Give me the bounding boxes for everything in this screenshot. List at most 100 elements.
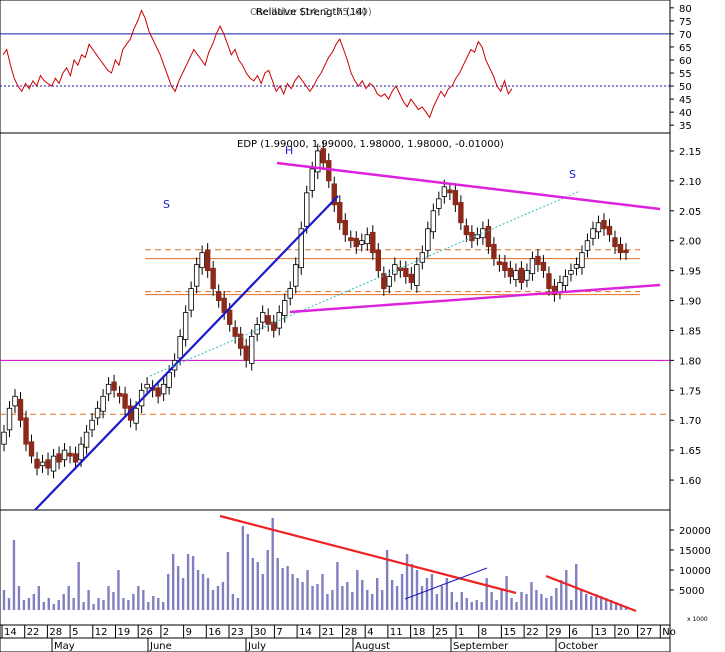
volume-bar xyxy=(47,598,50,610)
volume-bar xyxy=(306,570,309,610)
rsi-y-axis: 35 40 45 50 55 60 65 70 75 80 xyxy=(670,4,692,132)
candle-body xyxy=(221,297,227,313)
x-tick-label: 9 xyxy=(186,627,192,638)
volume-bar xyxy=(560,580,563,610)
volume-layer xyxy=(2,518,628,610)
volume-bar xyxy=(425,578,429,610)
price-tick-label: 2.05 xyxy=(679,207,701,218)
volume-label: x 1000 xyxy=(687,616,708,623)
candle-body xyxy=(61,449,68,461)
rsi-tick-label: 80 xyxy=(679,4,692,15)
candle-body xyxy=(111,381,117,391)
x-tick-label: No xyxy=(662,627,676,638)
x-axis-months: May June July August September October xyxy=(0,637,670,652)
candle-body xyxy=(232,327,238,337)
volume-bar xyxy=(221,582,225,610)
volume-bar xyxy=(236,598,240,610)
candle-body xyxy=(353,237,359,248)
candle-body xyxy=(535,255,541,266)
x-axis-days: 14 22 28 5 12 19 26 2 9 16 23 30 7 14 21 28 4 11 18 25 1 8 15 2… xyxy=(1,625,676,638)
volume-bar xyxy=(171,554,175,610)
candle-body xyxy=(100,395,106,412)
volume-bar xyxy=(241,526,245,610)
candle-body xyxy=(337,202,343,224)
volume-bar xyxy=(276,558,279,610)
volume-bar xyxy=(132,594,135,610)
volume-bar xyxy=(545,598,548,610)
volume-bar xyxy=(216,586,220,610)
candle-body xyxy=(67,452,73,457)
volume-bar xyxy=(450,592,454,610)
x-tick-label: 5 xyxy=(72,627,78,638)
volume-bar xyxy=(206,578,210,610)
rsi-tick-label: 65 xyxy=(679,43,692,54)
candle-body xyxy=(304,192,310,227)
volume-bar xyxy=(316,584,319,610)
volume-bar xyxy=(460,592,463,610)
volume-bar xyxy=(619,604,623,610)
volume-bar xyxy=(331,590,334,610)
price-tick-label: 2.00 xyxy=(679,237,701,248)
volume-bar xyxy=(510,598,513,610)
volume-bar xyxy=(246,534,250,610)
x-tick-label: 26 xyxy=(140,627,153,638)
rsi-line xyxy=(2,9,513,119)
volume-bar xyxy=(186,554,190,610)
volume-bar xyxy=(376,578,379,610)
rsi-tick-label: 55 xyxy=(679,69,692,80)
month-label: August xyxy=(355,641,390,652)
candle-body xyxy=(182,312,189,340)
volume-bar xyxy=(271,518,274,610)
volume-bar xyxy=(286,566,289,610)
volume-bar xyxy=(57,600,60,610)
rsi-panel xyxy=(0,0,671,134)
volume-bar xyxy=(102,600,105,610)
volume-bar xyxy=(430,574,434,610)
candle-body xyxy=(617,243,624,254)
candle-body xyxy=(430,210,437,233)
candle-body xyxy=(315,150,321,173)
volume-bar xyxy=(321,574,324,610)
volume-bar xyxy=(152,596,155,610)
candle-body xyxy=(370,231,376,254)
x-tick-label: 23 xyxy=(231,627,244,638)
rsi-tick-label: 45 xyxy=(679,95,692,106)
volume-bar xyxy=(535,590,538,610)
volume-bar xyxy=(599,596,603,610)
volume-bar xyxy=(490,592,493,610)
volume-bar xyxy=(211,590,215,610)
rsi-tick-label: 40 xyxy=(679,108,692,119)
candle-body xyxy=(612,237,618,248)
rsi-header-1: Relative Strength (14) xyxy=(256,7,367,18)
volume-bar xyxy=(480,602,483,610)
candle-body xyxy=(193,264,200,287)
x-tick-label: 1 xyxy=(458,627,464,638)
volume-bar xyxy=(77,562,80,610)
candle-body xyxy=(265,315,271,325)
volume-bar xyxy=(440,586,444,610)
candle-body xyxy=(375,249,382,272)
candle-body xyxy=(573,264,580,269)
candle-body xyxy=(425,228,431,251)
candle-body xyxy=(12,395,18,407)
rsi-tick-label: 70 xyxy=(679,30,692,41)
x-tick-label: 25 xyxy=(435,627,448,638)
volume-bar xyxy=(52,604,55,610)
x-tick-label: 30 xyxy=(254,627,267,638)
volume-bar xyxy=(176,566,180,610)
candle-body xyxy=(105,383,112,395)
candle-body xyxy=(579,252,585,269)
candle-body xyxy=(606,225,613,236)
candle-body xyxy=(6,407,13,431)
volume-bar xyxy=(435,594,439,610)
candle-body xyxy=(45,459,51,469)
volume-bar xyxy=(580,590,583,610)
candle-body xyxy=(28,441,35,457)
volume-bar xyxy=(17,586,21,610)
volume-bar xyxy=(82,602,85,610)
volume-bar xyxy=(117,570,120,610)
price-y-axis: 1.60 1.65 1.70 1.75 1.80 1.85 1.90 1.95 2.00 2.05… xyxy=(670,147,701,487)
volume-downtrend-1 xyxy=(219,514,517,595)
price-tick-label: 2.15 xyxy=(679,147,701,158)
candle-body xyxy=(83,431,90,448)
